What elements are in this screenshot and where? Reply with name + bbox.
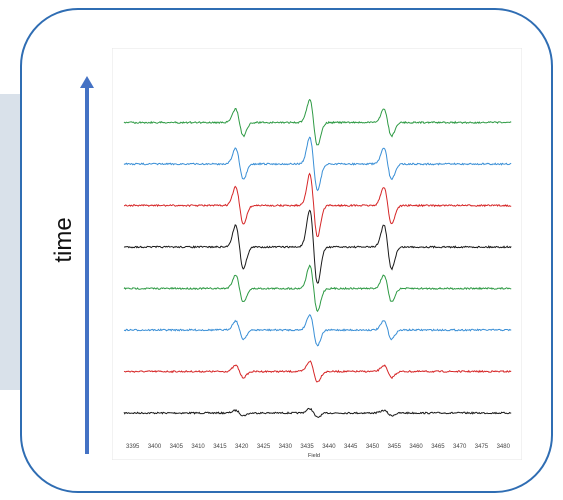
x-tick-label: 3395 xyxy=(126,444,140,450)
x-tick-label: 3470 xyxy=(453,444,467,450)
time-label: time xyxy=(50,217,77,263)
x-tick-label: 3420 xyxy=(235,444,249,450)
spectrum-trace xyxy=(123,136,512,192)
x-tick-label: 3455 xyxy=(388,444,402,450)
spectrum-trace xyxy=(123,172,512,238)
x-tick-label: 3415 xyxy=(213,444,227,450)
x-tick-label: 3425 xyxy=(257,444,271,450)
x-axis-label: Field xyxy=(308,453,320,459)
spectrum-trace xyxy=(123,98,512,146)
x-tick-label: 3445 xyxy=(344,444,358,450)
time-arrow xyxy=(80,76,94,454)
x-tick-label: 3450 xyxy=(366,444,380,450)
epr-spectra-chart: 3395 3400 3405 3410 3415 3420 3425 3430 3435 3440… xyxy=(112,48,522,460)
spectrum-trace xyxy=(123,360,512,383)
x-tick-label: 3400 xyxy=(148,444,162,450)
x-tick-label: 3465 xyxy=(431,444,445,450)
traces xyxy=(123,98,512,419)
spectrum-trace xyxy=(123,407,512,419)
x-tick-label: 3410 xyxy=(191,444,205,450)
x-ticks: 3395 3400 3405 3410 3415 3420 3425 3430 3435 3440… xyxy=(126,444,511,450)
x-tick-label: 3460 xyxy=(409,444,423,450)
spectrum-trace xyxy=(123,209,512,284)
x-tick-label: 3405 xyxy=(170,444,184,450)
x-tick-label: 3435 xyxy=(300,444,314,450)
x-tick-label: 3440 xyxy=(322,444,336,450)
spectrum-trace xyxy=(123,314,512,347)
plot-background xyxy=(112,48,522,460)
x-tick-label: 3475 xyxy=(475,444,489,450)
spectrum-trace xyxy=(123,264,512,313)
x-tick-label: 3480 xyxy=(497,444,511,450)
x-tick-label: 3430 xyxy=(279,444,293,450)
